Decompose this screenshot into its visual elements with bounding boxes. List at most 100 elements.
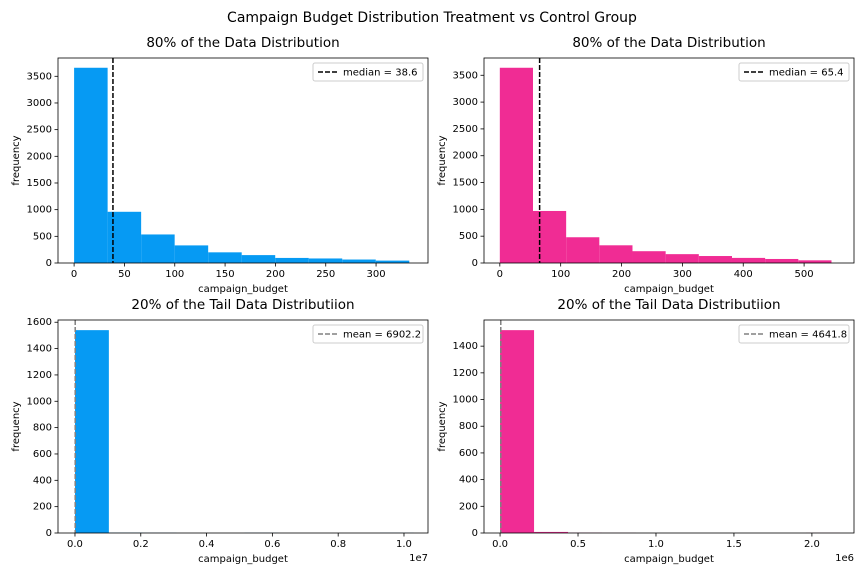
x-tick-label: 0.6 [264, 539, 280, 550]
bar [241, 255, 276, 263]
y-tick-label: 1000 [453, 204, 478, 215]
bar [532, 210, 567, 263]
legend-box [738, 324, 850, 344]
subplot-title: 20% of the Tail Data Distributiion [131, 297, 354, 313]
x-tick-label: 0.2 [133, 539, 149, 550]
x-tick-label: 0.8 [330, 539, 346, 550]
figure-title: Campaign Budget Distribution Treatment v… [227, 10, 637, 26]
bar [375, 260, 410, 263]
x-tick-label: 200 [612, 269, 631, 280]
x-axis-label: campaign_budget [198, 284, 288, 295]
y-axis-label: frequency [437, 401, 448, 451]
subplot-title: 80% of the Data Distribution [146, 35, 339, 51]
legend-box [738, 62, 850, 82]
x-tick-label: 50 [118, 269, 131, 280]
y-tick-label: 2500 [453, 124, 478, 135]
bar [534, 531, 569, 533]
x-offset-label: 1e6 [835, 553, 854, 564]
bar [275, 257, 309, 263]
y-tick-label: 800 [33, 423, 52, 434]
y-tick-label: 3500 [27, 71, 52, 82]
legend-label: median = 38.6 [343, 68, 418, 79]
x-tick-label: 200 [266, 269, 285, 280]
y-tick-label: 200 [459, 501, 478, 512]
y-tick-label: 400 [459, 475, 478, 486]
y-tick-label: 500 [33, 231, 52, 242]
x-tick-label: 250 [316, 269, 335, 280]
x-tick-label: 400 [734, 269, 753, 280]
y-tick-label: 2500 [27, 125, 52, 136]
y-axis-label: frequency [437, 135, 448, 185]
y-tick-label: 500 [459, 231, 478, 242]
x-tick-label: 1.0 [648, 539, 664, 550]
x-tick-label: 1.0 [396, 539, 412, 550]
y-tick-label: 200 [33, 502, 52, 513]
x-axis-label: campaign_budget [198, 554, 288, 565]
y-tick-label: 600 [33, 449, 52, 460]
x-tick-label: 300 [673, 269, 692, 280]
bar [141, 234, 175, 263]
x-tick-label: 1.5 [726, 539, 742, 550]
x-axis-label: campaign_budget [624, 284, 714, 295]
x-tick-label: 0.0 [492, 539, 508, 550]
bar [342, 259, 376, 263]
bar [74, 67, 108, 263]
y-tick-label: 1600 [27, 317, 52, 328]
bar [174, 245, 209, 263]
y-tick-label: 1400 [27, 344, 52, 355]
y-tick-label: 1400 [453, 341, 478, 352]
x-tick-label: 0 [497, 269, 503, 280]
y-tick-label: 1500 [27, 178, 52, 189]
y-tick-label: 3000 [27, 98, 52, 109]
y-tick-label: 1200 [27, 370, 52, 381]
x-tick-label: 0.0 [67, 539, 83, 550]
y-tick-label: 2000 [453, 151, 478, 162]
bar [665, 254, 699, 263]
x-tick-label: 300 [367, 269, 386, 280]
bar [500, 330, 535, 533]
x-tick-label: 100 [551, 269, 570, 280]
y-tick-label: 0 [472, 528, 478, 539]
y-tick-label: 1000 [27, 396, 52, 407]
y-tick-label: 0 [472, 258, 478, 269]
y-tick-label: 0 [46, 258, 52, 269]
x-offset-label: 1e7 [409, 553, 428, 564]
y-tick-label: 1500 [453, 178, 478, 189]
x-tick-label: 100 [165, 269, 184, 280]
bar [765, 258, 799, 263]
legend-label: mean = 6902.2 [343, 330, 421, 341]
x-tick-label: 0.4 [199, 539, 215, 550]
legend-box [312, 324, 424, 344]
y-axis-label: frequency [11, 401, 22, 451]
x-tick-label: 2.0 [804, 539, 820, 550]
y-axis-label: frequency [11, 135, 22, 185]
legend-label: median = 65.4 [769, 68, 844, 79]
y-tick-label: 800 [459, 421, 478, 432]
axes-frame [57, 57, 429, 264]
bar [698, 256, 732, 263]
axes-frame [483, 319, 855, 534]
bar [499, 67, 533, 263]
x-tick-label: 0 [71, 269, 77, 280]
y-tick-label: 1200 [453, 368, 478, 379]
legend-label: mean = 4641.8 [769, 330, 847, 341]
subplot-title: 20% of the Tail Data Distributiion [557, 297, 780, 313]
x-axis-label: campaign_budget [624, 554, 714, 565]
bar [599, 245, 633, 263]
x-tick-label: 150 [216, 269, 235, 280]
y-tick-label: 1000 [453, 395, 478, 406]
bar [74, 330, 109, 533]
bar [566, 237, 600, 263]
y-tick-label: 600 [459, 448, 478, 459]
y-tick-label: 3000 [453, 97, 478, 108]
y-tick-label: 1000 [27, 205, 52, 216]
axes-frame [57, 319, 429, 534]
legend-box [312, 62, 424, 82]
y-tick-label: 400 [33, 475, 52, 486]
bar [208, 252, 242, 263]
bar [731, 257, 766, 263]
bar [632, 251, 666, 263]
y-tick-label: 3500 [453, 70, 478, 81]
x-tick-label: 0.5 [570, 539, 586, 550]
